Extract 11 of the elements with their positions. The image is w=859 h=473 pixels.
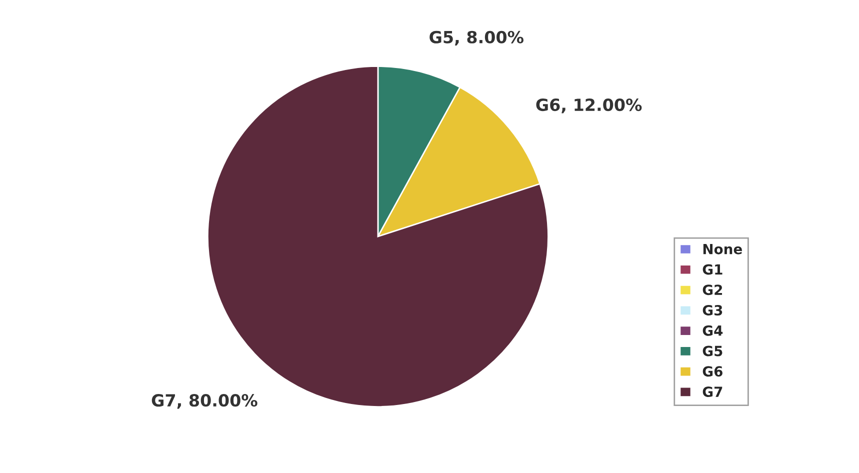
legend-label: G6 <box>702 366 722 377</box>
data-label: G5, 8.00% <box>430 30 524 46</box>
legend-label: G5 <box>702 346 722 356</box>
legend-label: G7 <box>702 386 722 398</box>
legend-label: G2 <box>702 284 722 296</box>
legend-label: G3 <box>702 304 722 316</box>
legend-label: G1 <box>702 264 722 275</box>
legend-label: G4 <box>702 325 723 336</box>
data-label: G6, 12.00% <box>536 98 642 114</box>
legend-label: None <box>703 244 742 254</box>
data-label: G7, 80.00% <box>152 394 258 409</box>
